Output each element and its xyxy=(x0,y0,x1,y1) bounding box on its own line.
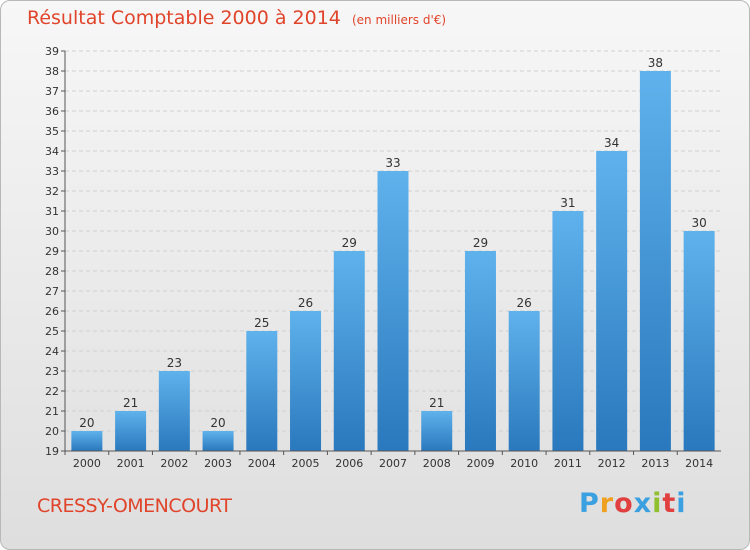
data-label: 31 xyxy=(560,196,575,210)
y-tick-label: 25 xyxy=(45,325,59,338)
data-label: 34 xyxy=(604,136,619,150)
bar xyxy=(377,171,409,451)
data-label: 30 xyxy=(691,216,706,230)
logo-letter: o xyxy=(614,488,634,519)
x-tick-label: 2011 xyxy=(554,457,582,470)
x-tick-label: 2012 xyxy=(598,457,626,470)
data-label: 29 xyxy=(342,236,357,250)
data-label: 38 xyxy=(648,56,663,70)
y-axis-ticks: 19 20 21 22 23 24 25 26 27 28 29 30 31 32 33 34 35 36 37 38… xyxy=(45,45,65,458)
x-tick-label: 2007 xyxy=(379,457,407,470)
data-label: 26 xyxy=(517,296,532,310)
bar xyxy=(552,211,584,451)
x-tick-label: 2001 xyxy=(117,457,145,470)
bar xyxy=(71,431,103,451)
y-tick-label: 28 xyxy=(45,265,59,278)
logo-letter: x xyxy=(633,488,653,519)
chart-title: Résultat Comptable 2000 à 2014 xyxy=(27,7,341,29)
y-tick-label: 27 xyxy=(45,285,59,298)
bar xyxy=(421,411,453,451)
x-tick-label: 2008 xyxy=(423,457,451,470)
data-label: 33 xyxy=(385,156,400,170)
y-tick-label: 23 xyxy=(45,365,59,378)
x-tick-label: 2013 xyxy=(641,457,669,470)
x-tick-label: 2002 xyxy=(160,457,188,470)
data-label: 21 xyxy=(123,396,138,410)
logo-letter: t xyxy=(662,488,677,519)
y-tick-label: 29 xyxy=(45,245,59,258)
data-labels: 20 21 23 20 25 26 29 33 21 29 26 31 34 38 30 xyxy=(79,56,707,430)
x-tick-label: 2004 xyxy=(248,457,276,470)
x-tick-label: 2000 xyxy=(73,457,101,470)
logo-letter: r xyxy=(599,488,615,519)
y-tick-label: 39 xyxy=(45,45,59,58)
bar xyxy=(158,371,190,451)
y-tick-label: 22 xyxy=(45,385,59,398)
logo-letter: i xyxy=(652,488,663,519)
y-tick-label: 37 xyxy=(45,85,59,98)
y-tick-label: 30 xyxy=(45,225,59,238)
bar xyxy=(464,251,496,451)
x-tick-label: 2014 xyxy=(685,457,713,470)
chart-title-block: Résultat Comptable 2000 à 2014 (en milli… xyxy=(27,7,446,29)
data-label: 26 xyxy=(298,296,313,310)
x-tick-label: 2005 xyxy=(292,457,320,470)
bar xyxy=(115,411,147,451)
y-tick-label: 35 xyxy=(45,125,59,138)
x-axis-ticks: 2000 2001 2002 2003 2004 2005 2006 2007 2008 2009… xyxy=(64,451,713,470)
commune-name: CRESSY-OMENCOURT xyxy=(37,495,232,517)
bar xyxy=(639,71,671,451)
bar xyxy=(596,151,628,451)
y-tick-label: 31 xyxy=(45,205,59,218)
bar xyxy=(333,251,365,451)
data-label: 20 xyxy=(210,416,225,430)
data-label: 21 xyxy=(429,396,444,410)
bar xyxy=(202,431,234,451)
y-tick-label: 32 xyxy=(45,185,59,198)
y-tick-label: 33 xyxy=(45,165,59,178)
bars xyxy=(71,71,715,451)
axes xyxy=(64,51,721,452)
y-tick-label: 21 xyxy=(45,405,59,418)
bar xyxy=(508,311,540,451)
logo-letter: i xyxy=(676,488,687,519)
y-tick-label: 26 xyxy=(45,305,59,318)
y-tick-label: 24 xyxy=(45,345,59,358)
bar xyxy=(683,231,715,451)
bar xyxy=(246,331,278,451)
y-tick-label: 20 xyxy=(45,425,59,438)
chart-subtitle: (en milliers d'€) xyxy=(351,13,447,27)
y-tick-label: 38 xyxy=(45,65,59,78)
x-tick-label: 2006 xyxy=(335,457,363,470)
y-tick-label: 19 xyxy=(45,445,59,458)
y-tick-label: 34 xyxy=(45,145,59,158)
data-label: 20 xyxy=(79,416,94,430)
x-tick-label: 2003 xyxy=(204,457,232,470)
data-label: 25 xyxy=(254,316,269,330)
proxiti-logo: Proxiti xyxy=(579,488,687,519)
data-label: 29 xyxy=(473,236,488,250)
data-label: 23 xyxy=(167,356,182,370)
x-tick-label: 2010 xyxy=(510,457,538,470)
x-tick-label: 2009 xyxy=(466,457,494,470)
bar xyxy=(290,311,322,451)
y-tick-label: 36 xyxy=(45,105,59,118)
logo-letter: P xyxy=(579,488,600,519)
